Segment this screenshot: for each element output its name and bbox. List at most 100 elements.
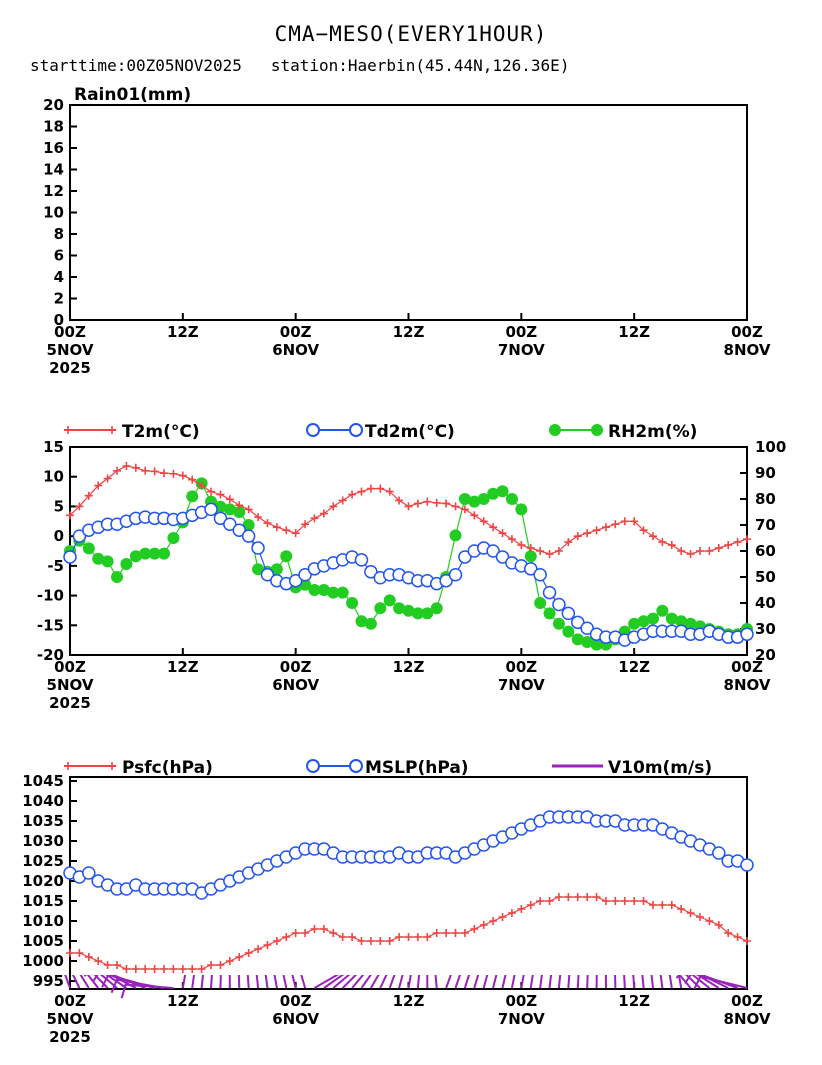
- x-tick-label: 00Z: [505, 323, 537, 341]
- data-point: [724, 541, 733, 550]
- x-tick-label: 12Z: [393, 992, 425, 1010]
- data-point: [712, 846, 726, 860]
- data-point: [432, 498, 441, 507]
- rain-plot-frame: [69, 104, 748, 321]
- wind-barb: [693, 975, 748, 990]
- data-point: [743, 937, 751, 945]
- y-tick-label: 10: [43, 204, 64, 222]
- data-point: [141, 965, 150, 973]
- data-point: [571, 633, 584, 646]
- x-tick-label: 00Z: [54, 992, 86, 1010]
- x-tick-label: 00Z: [280, 658, 312, 676]
- data-point: [402, 604, 415, 617]
- data-point: [207, 487, 216, 496]
- data-point: [590, 638, 603, 651]
- data-point: [186, 490, 199, 503]
- data-point: [270, 563, 283, 576]
- x-tick-label: 5NOV: [47, 1010, 94, 1028]
- t2m-legend-item: T2m(°C): [64, 422, 200, 442]
- wind-barb: [520, 975, 525, 989]
- data-point: [458, 493, 471, 505]
- data-point: [648, 532, 657, 541]
- data-point: [583, 893, 592, 901]
- data-point: [197, 481, 206, 490]
- x-tick-label: 7NOV: [498, 676, 545, 694]
- data-point: [639, 526, 648, 535]
- y-tick-label: 0: [54, 311, 64, 329]
- data-point: [355, 615, 368, 628]
- data-point: [131, 965, 140, 973]
- data-point: [395, 933, 404, 941]
- wind-barb: [110, 978, 165, 994]
- data-point: [533, 568, 547, 582]
- data-point: [75, 949, 84, 957]
- x-tick-label: 00Z: [731, 658, 763, 676]
- x-tick-label: 6NOV: [272, 1010, 319, 1028]
- data-point: [120, 558, 133, 570]
- data-point: [364, 617, 377, 630]
- wind-barb: [529, 975, 534, 989]
- data-point: [385, 487, 394, 496]
- x-tick-label: 12Z: [393, 658, 425, 676]
- y-tick-label: 1020: [22, 872, 64, 890]
- data-point: [470, 511, 479, 520]
- y-tick-label: 4: [54, 268, 64, 286]
- data-point: [515, 503, 528, 516]
- data-point: [260, 568, 275, 582]
- data-point: [470, 925, 479, 933]
- data-point: [448, 568, 463, 582]
- data-point: [542, 585, 557, 600]
- data-point: [658, 901, 667, 909]
- t2m-legend-label: T2m(°C): [122, 422, 200, 442]
- wind-barb: [407, 975, 412, 989]
- data-point: [496, 485, 509, 498]
- data-point: [254, 945, 263, 953]
- y-tick-label: 18: [43, 118, 64, 136]
- data-point: [188, 475, 197, 484]
- wind-barb: [300, 975, 307, 989]
- wind-barb: [557, 975, 562, 989]
- y-tick-label: -5: [47, 557, 64, 575]
- data-point: [656, 604, 669, 617]
- wind-barb: [492, 975, 498, 989]
- x-tick-label: 00Z: [731, 323, 763, 341]
- data-point: [178, 471, 187, 480]
- data-point: [254, 513, 263, 522]
- data-point: [103, 474, 112, 483]
- data-point: [225, 495, 234, 504]
- data-point: [366, 937, 375, 945]
- data-point: [366, 484, 375, 493]
- y-tick-label: 14: [43, 161, 64, 179]
- data-point: [526, 544, 535, 553]
- station-label: station:Haerbin(45.44N,126.36E): [270, 56, 570, 75]
- data-point: [411, 607, 424, 620]
- data-point: [207, 961, 216, 969]
- data-point: [460, 505, 469, 514]
- data-point: [338, 496, 347, 505]
- data-point: [498, 529, 507, 538]
- y-tick-label: 1040: [22, 792, 64, 810]
- y-tick-label: 20: [755, 646, 776, 664]
- mslp-legend-item: MSLP(hPa): [306, 758, 469, 778]
- data-point: [489, 523, 498, 532]
- data-point: [552, 597, 566, 612]
- data-point: [244, 505, 253, 514]
- y-tick-label: 8: [54, 225, 64, 243]
- temp-panel: T2m(°C) Td2m(°C) RH2m(%) -20 -15 -10 -5 0 5 10…: [37, 422, 786, 712]
- data-point: [479, 517, 488, 526]
- data-point: [487, 487, 500, 500]
- x-tick-label: 00Z: [505, 992, 537, 1010]
- data-point: [458, 550, 472, 564]
- page-title: CMA−MESO(EVERY1HOUR): [274, 22, 548, 46]
- data-point: [580, 621, 594, 636]
- y-tick-label: 10: [43, 468, 64, 486]
- data-point: [131, 463, 140, 472]
- x-tick-label: 8NOV: [724, 676, 771, 694]
- y-tick-label: 1045: [22, 772, 64, 790]
- data-point: [620, 517, 629, 526]
- data-point: [536, 547, 545, 555]
- data-point: [251, 541, 265, 555]
- data-point: [495, 550, 510, 564]
